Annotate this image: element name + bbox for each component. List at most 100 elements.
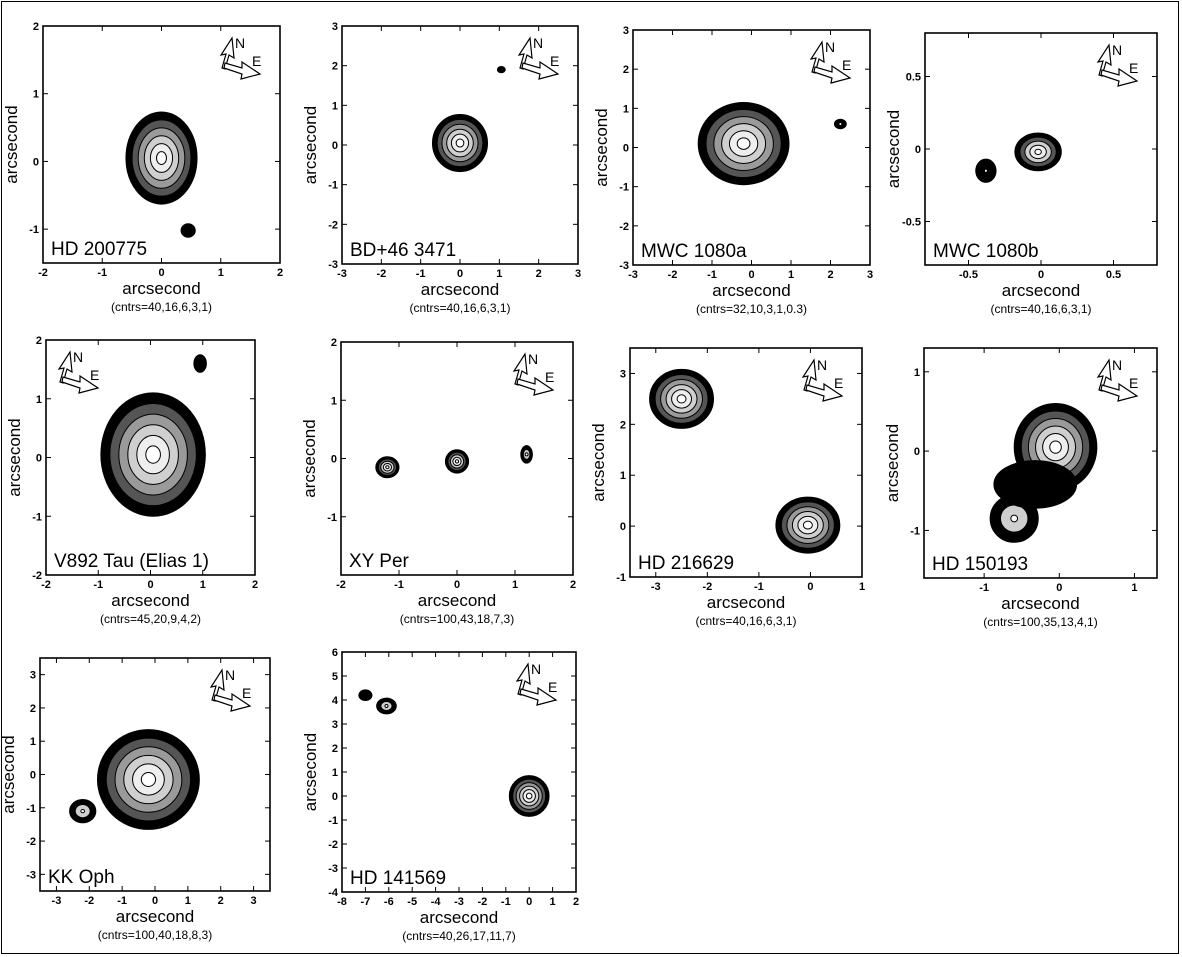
- y-tick-label: -1: [29, 224, 39, 236]
- contour-level-2-source-2: [983, 168, 988, 173]
- compass-east-label: E: [1129, 375, 1138, 391]
- compass-north-label: N: [528, 351, 538, 367]
- x-tick-label: 1: [512, 579, 518, 591]
- object-name: HD 216629: [638, 553, 734, 574]
- compass-north-label: N: [73, 349, 83, 365]
- x-tick-label: 0: [158, 267, 164, 279]
- y-axis-label: arcsecond: [883, 424, 902, 502]
- y-tick-label: 2: [36, 335, 42, 347]
- x-tick-label: -2: [41, 579, 51, 591]
- contour-levels-caption: (cntrs=40,26,17,11,7): [402, 929, 516, 943]
- object-name: BD+46 3471: [350, 240, 456, 261]
- x-tick-label: -0.5: [959, 269, 978, 281]
- contour-level-6-source-1: [525, 792, 533, 800]
- compass-north-label: N: [225, 667, 235, 683]
- object-name: MWC 1080b: [933, 241, 1039, 262]
- y-tick-label: 2: [620, 419, 626, 431]
- x-tick-label: -3: [651, 581, 661, 593]
- contour-level-6-source-1: [145, 445, 161, 464]
- x-axis-label: arcsecond: [1002, 281, 1080, 300]
- x-tick-label: 0: [526, 896, 532, 908]
- compass-icon: NE: [801, 357, 844, 402]
- contour-level-1-source-2: [180, 223, 196, 238]
- y-axis-label: arcsecond: [589, 423, 608, 501]
- compass-east-label: E: [548, 679, 557, 695]
- plot-frame: [923, 347, 1158, 579]
- x-tick-label: -1: [93, 579, 103, 591]
- contour-level-2-source-2: [838, 122, 843, 126]
- x-tick-label: 2: [252, 579, 258, 591]
- compass-east-label: E: [90, 367, 99, 383]
- y-tick-label: -2: [26, 836, 36, 848]
- contour-level-5-source-1: [1034, 148, 1042, 156]
- compass-north-label: N: [235, 35, 245, 51]
- y-tick-label: 5: [332, 671, 338, 683]
- east-arrow-icon: [516, 376, 555, 396]
- x-tick-label: -2: [702, 581, 712, 593]
- contour-level-6-source-1: [1049, 440, 1062, 454]
- x-tick-label: 0: [1038, 269, 1044, 281]
- object-name: MWC 1080a: [641, 241, 747, 262]
- contour-levels-caption: (cntrs=32,10,3,1,0.3): [696, 302, 807, 316]
- east-arrow-icon: [223, 60, 262, 80]
- y-tick-label: -1: [327, 512, 337, 524]
- object-name: XY Per: [349, 551, 410, 572]
- x-tick-label: 1: [200, 579, 206, 591]
- x-tick-label: -3: [337, 268, 347, 280]
- compass-icon: NE: [57, 349, 100, 394]
- x-tick-label: 0.5: [1106, 269, 1121, 281]
- east-arrow-icon: [805, 382, 844, 402]
- plot-frame: [629, 347, 863, 578]
- panel-hd-141569: -8 -7 -6 -5 -4 -3 -2 -1 0 1 2 -4 -3 -2 -1 0 1 2 3 4 5 6 arcsec…: [301, 647, 579, 943]
- contour-levels-caption: (cntrs=40,16,6,3,1): [409, 301, 510, 315]
- compass-north-label: N: [1112, 42, 1122, 58]
- compass-east-label: E: [252, 53, 261, 69]
- compass-east-label: E: [550, 53, 559, 69]
- east-arrow-icon: [813, 64, 852, 84]
- x-tick-label: 2: [570, 579, 576, 591]
- contour-level-3-source-2: [384, 704, 389, 708]
- compass-icon: NE: [219, 35, 262, 80]
- x-axis-label: arcsecond: [418, 591, 496, 610]
- east-arrow-icon: [521, 60, 560, 80]
- y-tick-label: 0: [620, 521, 626, 533]
- x-tick-label: -5: [407, 896, 417, 908]
- x-tick-label: -2: [336, 579, 346, 591]
- y-tick-label: 1: [36, 394, 42, 406]
- x-tick-label: 1: [496, 268, 502, 280]
- y-axis-label: arcsecond: [301, 733, 320, 811]
- x-tick-label: -7: [361, 896, 371, 908]
- x-tick-label: -1: [416, 268, 426, 280]
- x-tick-label: 2: [536, 268, 542, 280]
- panel-mwc-1080b: -0.5 0 0.5 -0.5 0 0.5 arcsecond arcsecond (cntrs…: [884, 32, 1158, 316]
- x-tick-label: 2: [218, 895, 224, 907]
- contour-level-6-source-1: [156, 151, 167, 165]
- x-tick-label: -1: [754, 581, 764, 593]
- y-tick-label: 0: [331, 454, 337, 466]
- object-name: KK Oph: [48, 867, 115, 888]
- y-tick-label: 2: [332, 61, 338, 73]
- y-tick-label: -4: [328, 887, 339, 899]
- compass-icon: NE: [512, 351, 555, 396]
- contour-level-1-source-3: [993, 460, 1078, 509]
- x-tick-label: -1: [117, 895, 127, 907]
- x-tick-label: 1: [185, 895, 191, 907]
- y-tick-label: 3: [623, 25, 629, 37]
- panel-kk-oph: -3 -2 -1 0 1 2 3 -3 -2 -1 0 1 2 3 arcsecond arcsecond (c…: [0, 657, 271, 942]
- y-tick-label: 1: [332, 100, 338, 112]
- plot-area: [342, 652, 576, 892]
- x-tick-label: -2: [478, 896, 488, 908]
- contour-levels-caption: (cntrs=40,16,6,3,1): [695, 614, 796, 628]
- y-tick-label: 2: [332, 743, 338, 755]
- y-tick-label: -1: [32, 511, 42, 523]
- y-tick-label: 0: [914, 446, 920, 458]
- contour-levels-caption: (cntrs=100,40,18,8,3): [98, 928, 212, 942]
- x-tick-label: -3: [454, 896, 464, 908]
- compass-east-label: E: [834, 375, 843, 391]
- y-axis-label: arcsecond: [300, 419, 319, 497]
- object-name: HD 141569: [350, 868, 446, 889]
- y-tick-label: 1: [332, 767, 338, 779]
- y-axis-label: arcsecond: [884, 110, 903, 188]
- x-tick-label: 0: [152, 895, 158, 907]
